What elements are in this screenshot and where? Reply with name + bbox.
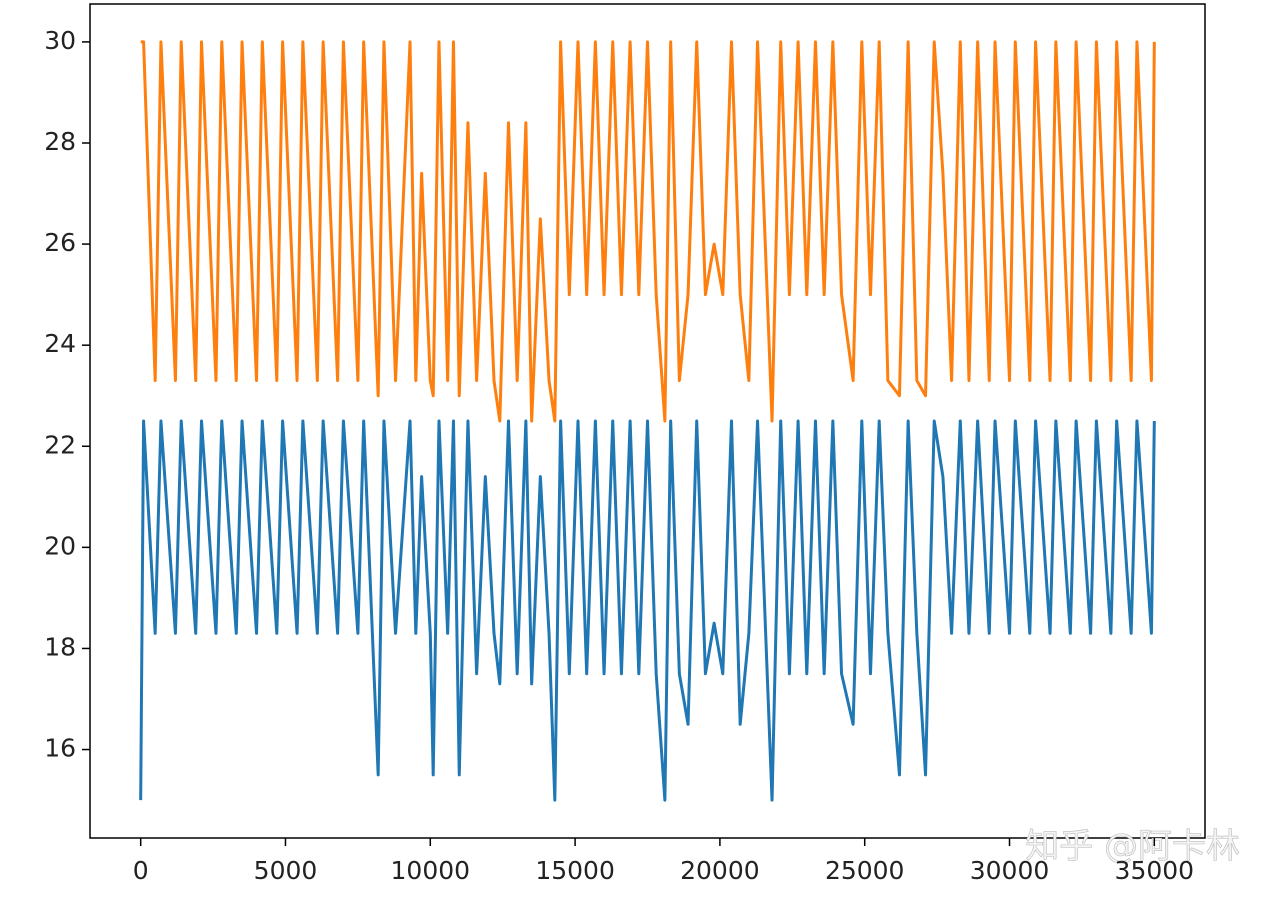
x-tick-label: 15000 [535, 856, 615, 885]
x-tick-label: 20000 [680, 856, 760, 885]
x-tick-label: 5000 [254, 856, 318, 885]
x-tick-label: 0 [133, 856, 149, 885]
y-tick-label: 30 [44, 26, 76, 55]
plot-area [139, 40, 1156, 802]
data-line [140, 40, 1156, 423]
x-tick-label: 10000 [391, 856, 471, 885]
x-tick-label: 35000 [1115, 856, 1195, 885]
y-tick-label: 28 [44, 127, 76, 156]
watermark: 知乎 @阿卡林 [1025, 827, 1240, 867]
x-tick-label: 30000 [970, 856, 1050, 885]
axes-frame [89, 3, 1206, 839]
y-tick-label: 20 [44, 531, 76, 560]
x-tick-label: 25000 [825, 856, 905, 885]
y-tick-label: 18 [44, 632, 76, 661]
y-tick-label: 26 [44, 228, 76, 257]
data-line [139, 419, 1156, 802]
y-tick-label: 24 [44, 329, 76, 358]
y-tick-label: 16 [44, 734, 76, 763]
y-tick-label: 22 [44, 430, 76, 459]
